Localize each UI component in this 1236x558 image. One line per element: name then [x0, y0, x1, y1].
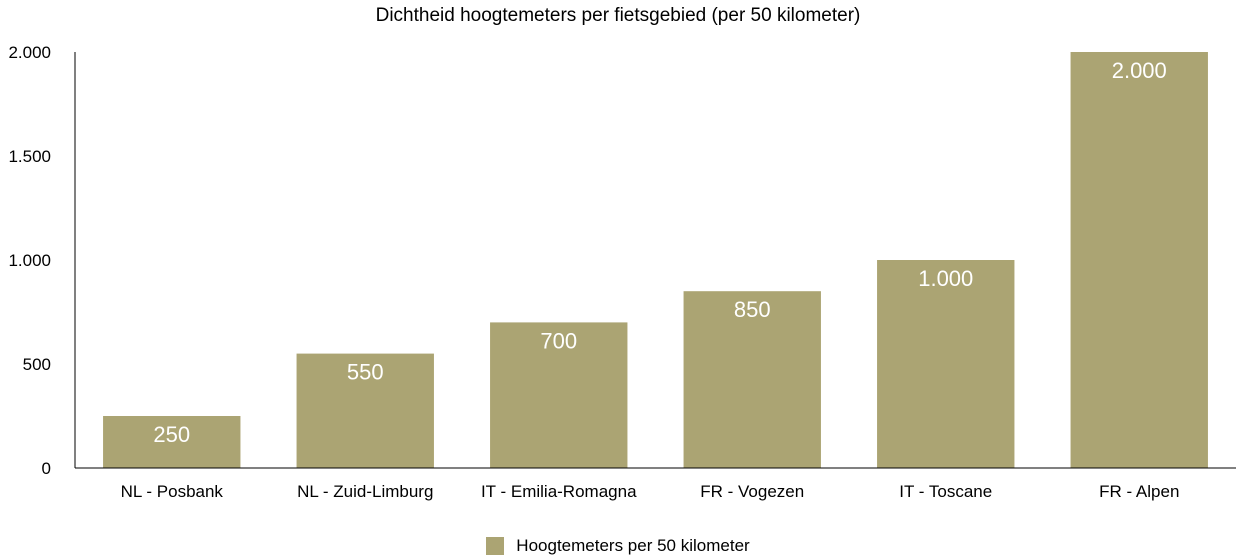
bar-value-label: 550 [347, 360, 384, 385]
bar [683, 291, 821, 468]
y-axis-ticks: 0 500 1.000 1.500 2.000 [8, 43, 51, 478]
bar [1070, 52, 1208, 468]
bar-value-label: 700 [540, 328, 577, 353]
legend-label: Hoogtemeters per 50 kilometer [516, 536, 750, 555]
x-tick-label: FR - Vogezen [700, 482, 804, 501]
bar-value-label: 1.000 [918, 266, 973, 291]
y-tick-label: 500 [23, 355, 51, 374]
legend-swatch [486, 537, 505, 555]
y-tick-label: 2.000 [8, 43, 51, 62]
legend: Hoogtemeters per 50 kilometer [0, 536, 1236, 556]
bars: 250 550 700 850 1.000 2.000 [103, 52, 1208, 468]
bar-value-label: 2.000 [1112, 58, 1167, 83]
bar [877, 260, 1015, 468]
x-tick-label: FR - Alpen [1099, 482, 1179, 501]
x-tick-label: NL - Zuid-Limburg [297, 482, 433, 501]
x-tick-label: IT - Toscane [899, 482, 992, 501]
x-tick-label: IT - Emilia-Romagna [481, 482, 637, 501]
bar-value-label: 850 [734, 297, 771, 322]
bar [103, 416, 241, 468]
bar [490, 322, 628, 468]
y-tick-label: 1.000 [8, 251, 51, 270]
bar-value-label: 250 [153, 422, 190, 447]
bar [296, 353, 434, 468]
y-tick-label: 0 [42, 459, 51, 478]
x-tick-label: NL - Posbank [121, 482, 224, 501]
chart-title: Dichtheid hoogtemeters per fietsgebied (… [375, 5, 861, 26]
bar-chart: 0 500 1.000 1.500 2.000 250 550 700 850 1.000 2.0… [8, 43, 1236, 501]
y-tick-label: 1.500 [8, 147, 51, 166]
x-axis-labels: NL - Posbank NL - Zuid-Limburg IT - Emilia… [121, 482, 1180, 501]
